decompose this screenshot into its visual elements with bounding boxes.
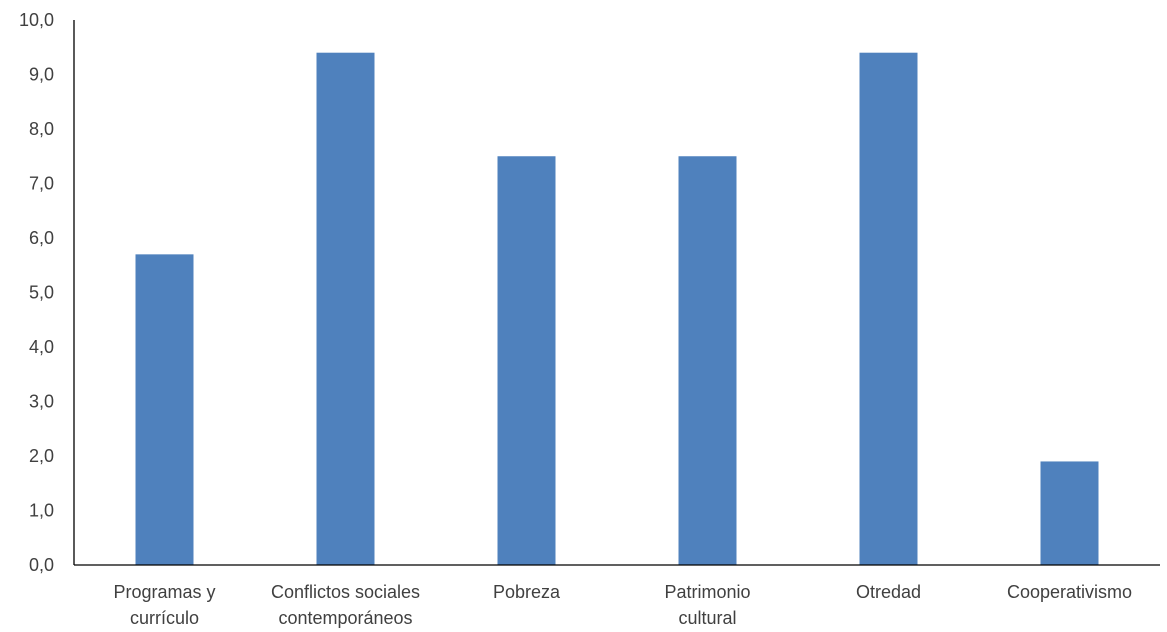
x-category-label-line: Otredad bbox=[856, 582, 921, 602]
x-category-label: Programas y currículo bbox=[113, 582, 215, 628]
bars bbox=[136, 53, 1099, 565]
y-tick-label: 3,0 bbox=[29, 392, 54, 412]
x-category-label: Conflictos sociales contemporáneos bbox=[271, 582, 420, 628]
x-category-label-line: Patrimonio bbox=[664, 582, 750, 602]
y-tick-label: 10,0 bbox=[19, 10, 54, 30]
x-category-label: Patrimonio cultural bbox=[664, 582, 750, 628]
y-tick-label: 5,0 bbox=[29, 283, 54, 303]
bar bbox=[860, 53, 918, 565]
x-category-label-line: currículo bbox=[130, 608, 199, 628]
x-category-label: Pobreza bbox=[493, 582, 561, 602]
x-category-label-line: cultural bbox=[678, 608, 736, 628]
y-tick-label: 1,0 bbox=[29, 501, 54, 521]
y-axis-ticks: 0,0 1,0 2,0 3,0 4,0 5,0 6,0 7,0 8,0 9,0 10,0 bbox=[19, 10, 54, 575]
y-tick-label: 6,0 bbox=[29, 228, 54, 248]
y-tick-label: 8,0 bbox=[29, 119, 54, 139]
x-category-label-line: Cooperativismo bbox=[1007, 582, 1132, 602]
bar bbox=[679, 156, 737, 565]
y-tick-label: 0,0 bbox=[29, 555, 54, 575]
x-category-label-line: contemporáneos bbox=[278, 608, 412, 628]
x-axis-labels: Programas y currículo Conflictos sociales c… bbox=[113, 582, 1132, 628]
y-tick-label: 4,0 bbox=[29, 337, 54, 357]
x-category-label-line: Pobreza bbox=[493, 582, 561, 602]
x-category-label: Otredad bbox=[856, 582, 921, 602]
bar bbox=[1041, 461, 1099, 565]
y-tick-label: 2,0 bbox=[29, 446, 54, 466]
x-category-label-line: Conflictos sociales bbox=[271, 582, 420, 602]
bar bbox=[136, 254, 194, 565]
bar bbox=[317, 53, 375, 565]
y-tick-label: 7,0 bbox=[29, 174, 54, 194]
y-tick-label: 9,0 bbox=[29, 65, 54, 85]
x-category-label-line: Programas y bbox=[113, 582, 215, 602]
x-category-label: Cooperativismo bbox=[1007, 582, 1132, 602]
bar bbox=[498, 156, 556, 565]
